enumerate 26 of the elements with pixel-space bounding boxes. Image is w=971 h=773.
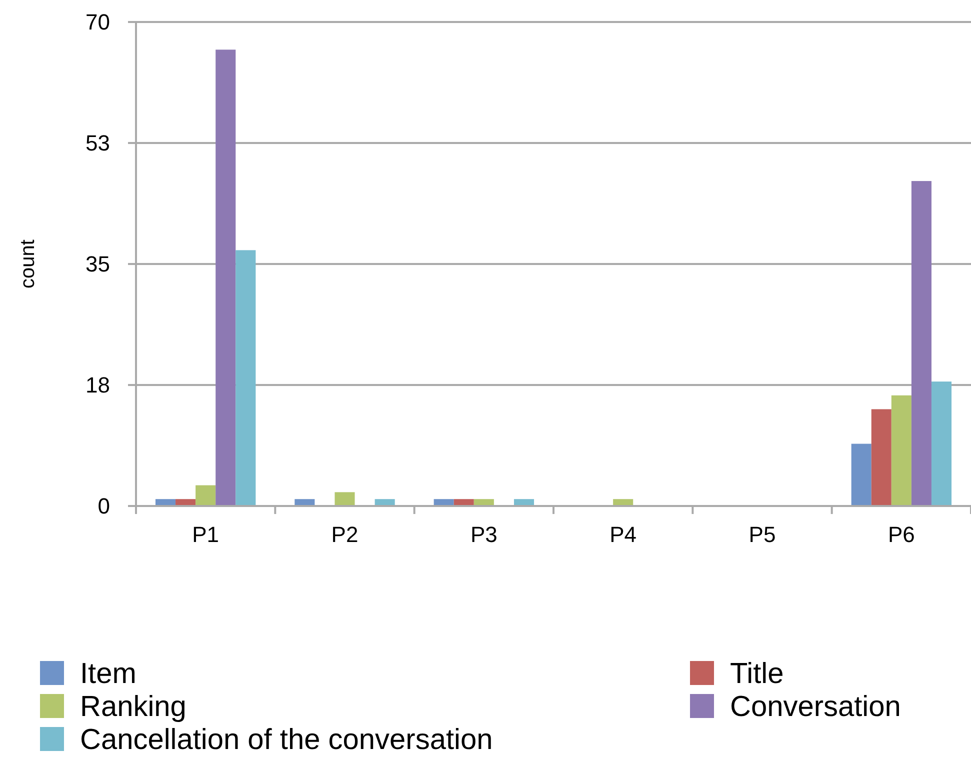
legend-label: Ranking [80,691,186,724]
bar [931,382,952,506]
y-axis-title: count [17,239,39,288]
bar [334,492,355,506]
bar [196,485,216,506]
bar [851,444,872,506]
bar [871,409,892,506]
x-tick-label: P1 [192,522,220,547]
x-tick-label: P3 [470,522,498,547]
y-tick-label: 18 [86,372,110,398]
bar [911,181,932,506]
y-tick-label: 53 [86,130,110,156]
x-tick-label: P4 [610,522,637,547]
y-tick-label: 35 [86,252,110,277]
x-tick-label: P6 [888,522,915,547]
legend-label: Item [80,658,136,690]
legend-label: Conversation [730,691,901,724]
x-tick-label: P2 [331,522,358,547]
bar [216,50,236,506]
legend-label: Title [730,658,784,690]
bar [891,395,912,506]
legend-label: Cancellation of the conversation [80,724,493,756]
y-tick-label: 0 [98,494,110,519]
y-tick-label: 70 [86,10,110,35]
x-tick-label: P5 [748,522,776,547]
bar [236,250,256,506]
